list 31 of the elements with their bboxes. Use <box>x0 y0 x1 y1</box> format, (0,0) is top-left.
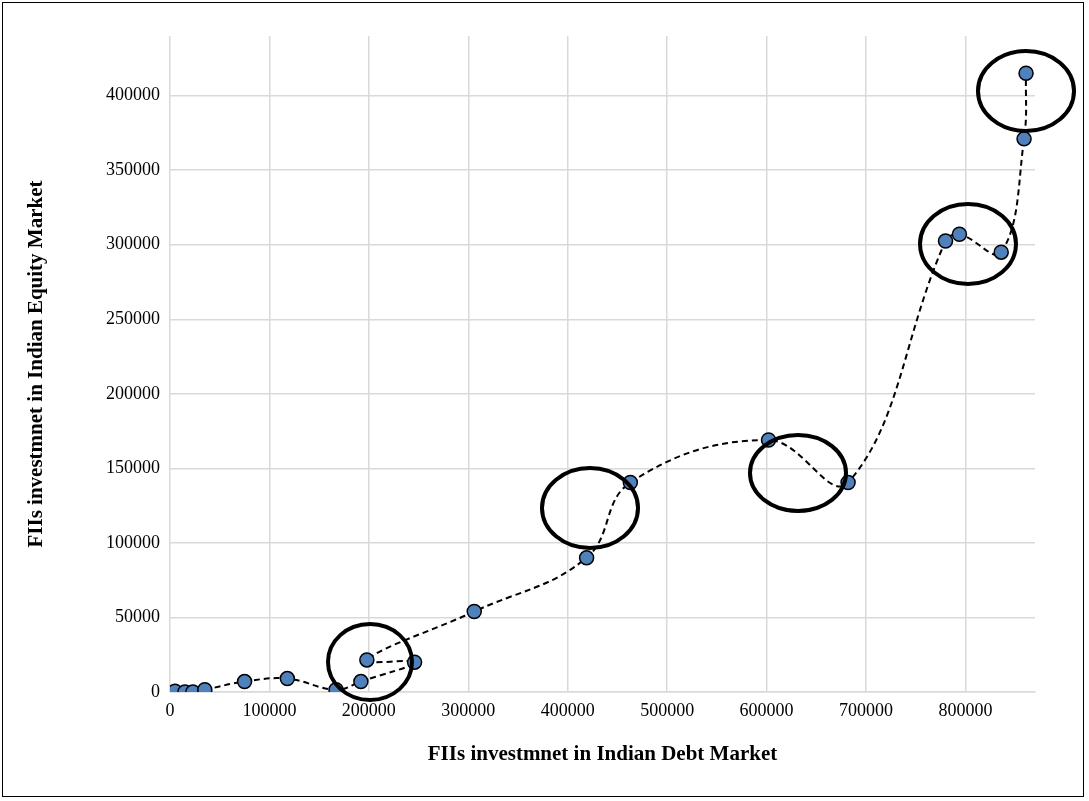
point <box>578 550 595 566</box>
point <box>937 233 954 249</box>
point <box>236 673 253 690</box>
x-tick-label: 600000 <box>739 699 794 720</box>
x-tick-label: 200000 <box>341 699 396 720</box>
point <box>1018 65 1034 82</box>
point <box>353 673 369 690</box>
y-tick-label: 0 <box>151 680 160 701</box>
y-tick-label: 250000 <box>106 308 160 329</box>
point <box>951 226 968 243</box>
y-tick-label: 350000 <box>106 158 160 179</box>
x-tick-label: 700000 <box>838 699 893 720</box>
x-tick-label: 500000 <box>640 699 695 720</box>
x-tick-label: 0 <box>165 699 175 720</box>
y-tick-label: 200000 <box>106 382 160 403</box>
x-tick-label: 800000 <box>938 699 993 720</box>
point <box>993 244 1009 260</box>
x-tick-label: 400000 <box>540 699 595 720</box>
x-axis-title: FIIs investmnet in Indian Debt Market <box>427 740 778 765</box>
point <box>1016 131 1032 147</box>
y-tick-label: 100000 <box>106 531 160 552</box>
y-tick-label: 50000 <box>115 606 160 627</box>
point <box>359 652 375 668</box>
point <box>279 670 296 687</box>
point <box>466 603 482 620</box>
y-tick-label: 400000 <box>106 84 160 105</box>
y-tick-label: 300000 <box>106 233 160 254</box>
x-tick-label: 300000 <box>441 699 496 720</box>
y-axis-title: FIIs investmnet in Indian Equity Market <box>23 180 48 548</box>
x-tick-label: 100000 <box>242 699 297 720</box>
y-tick-label: 150000 <box>106 457 160 478</box>
